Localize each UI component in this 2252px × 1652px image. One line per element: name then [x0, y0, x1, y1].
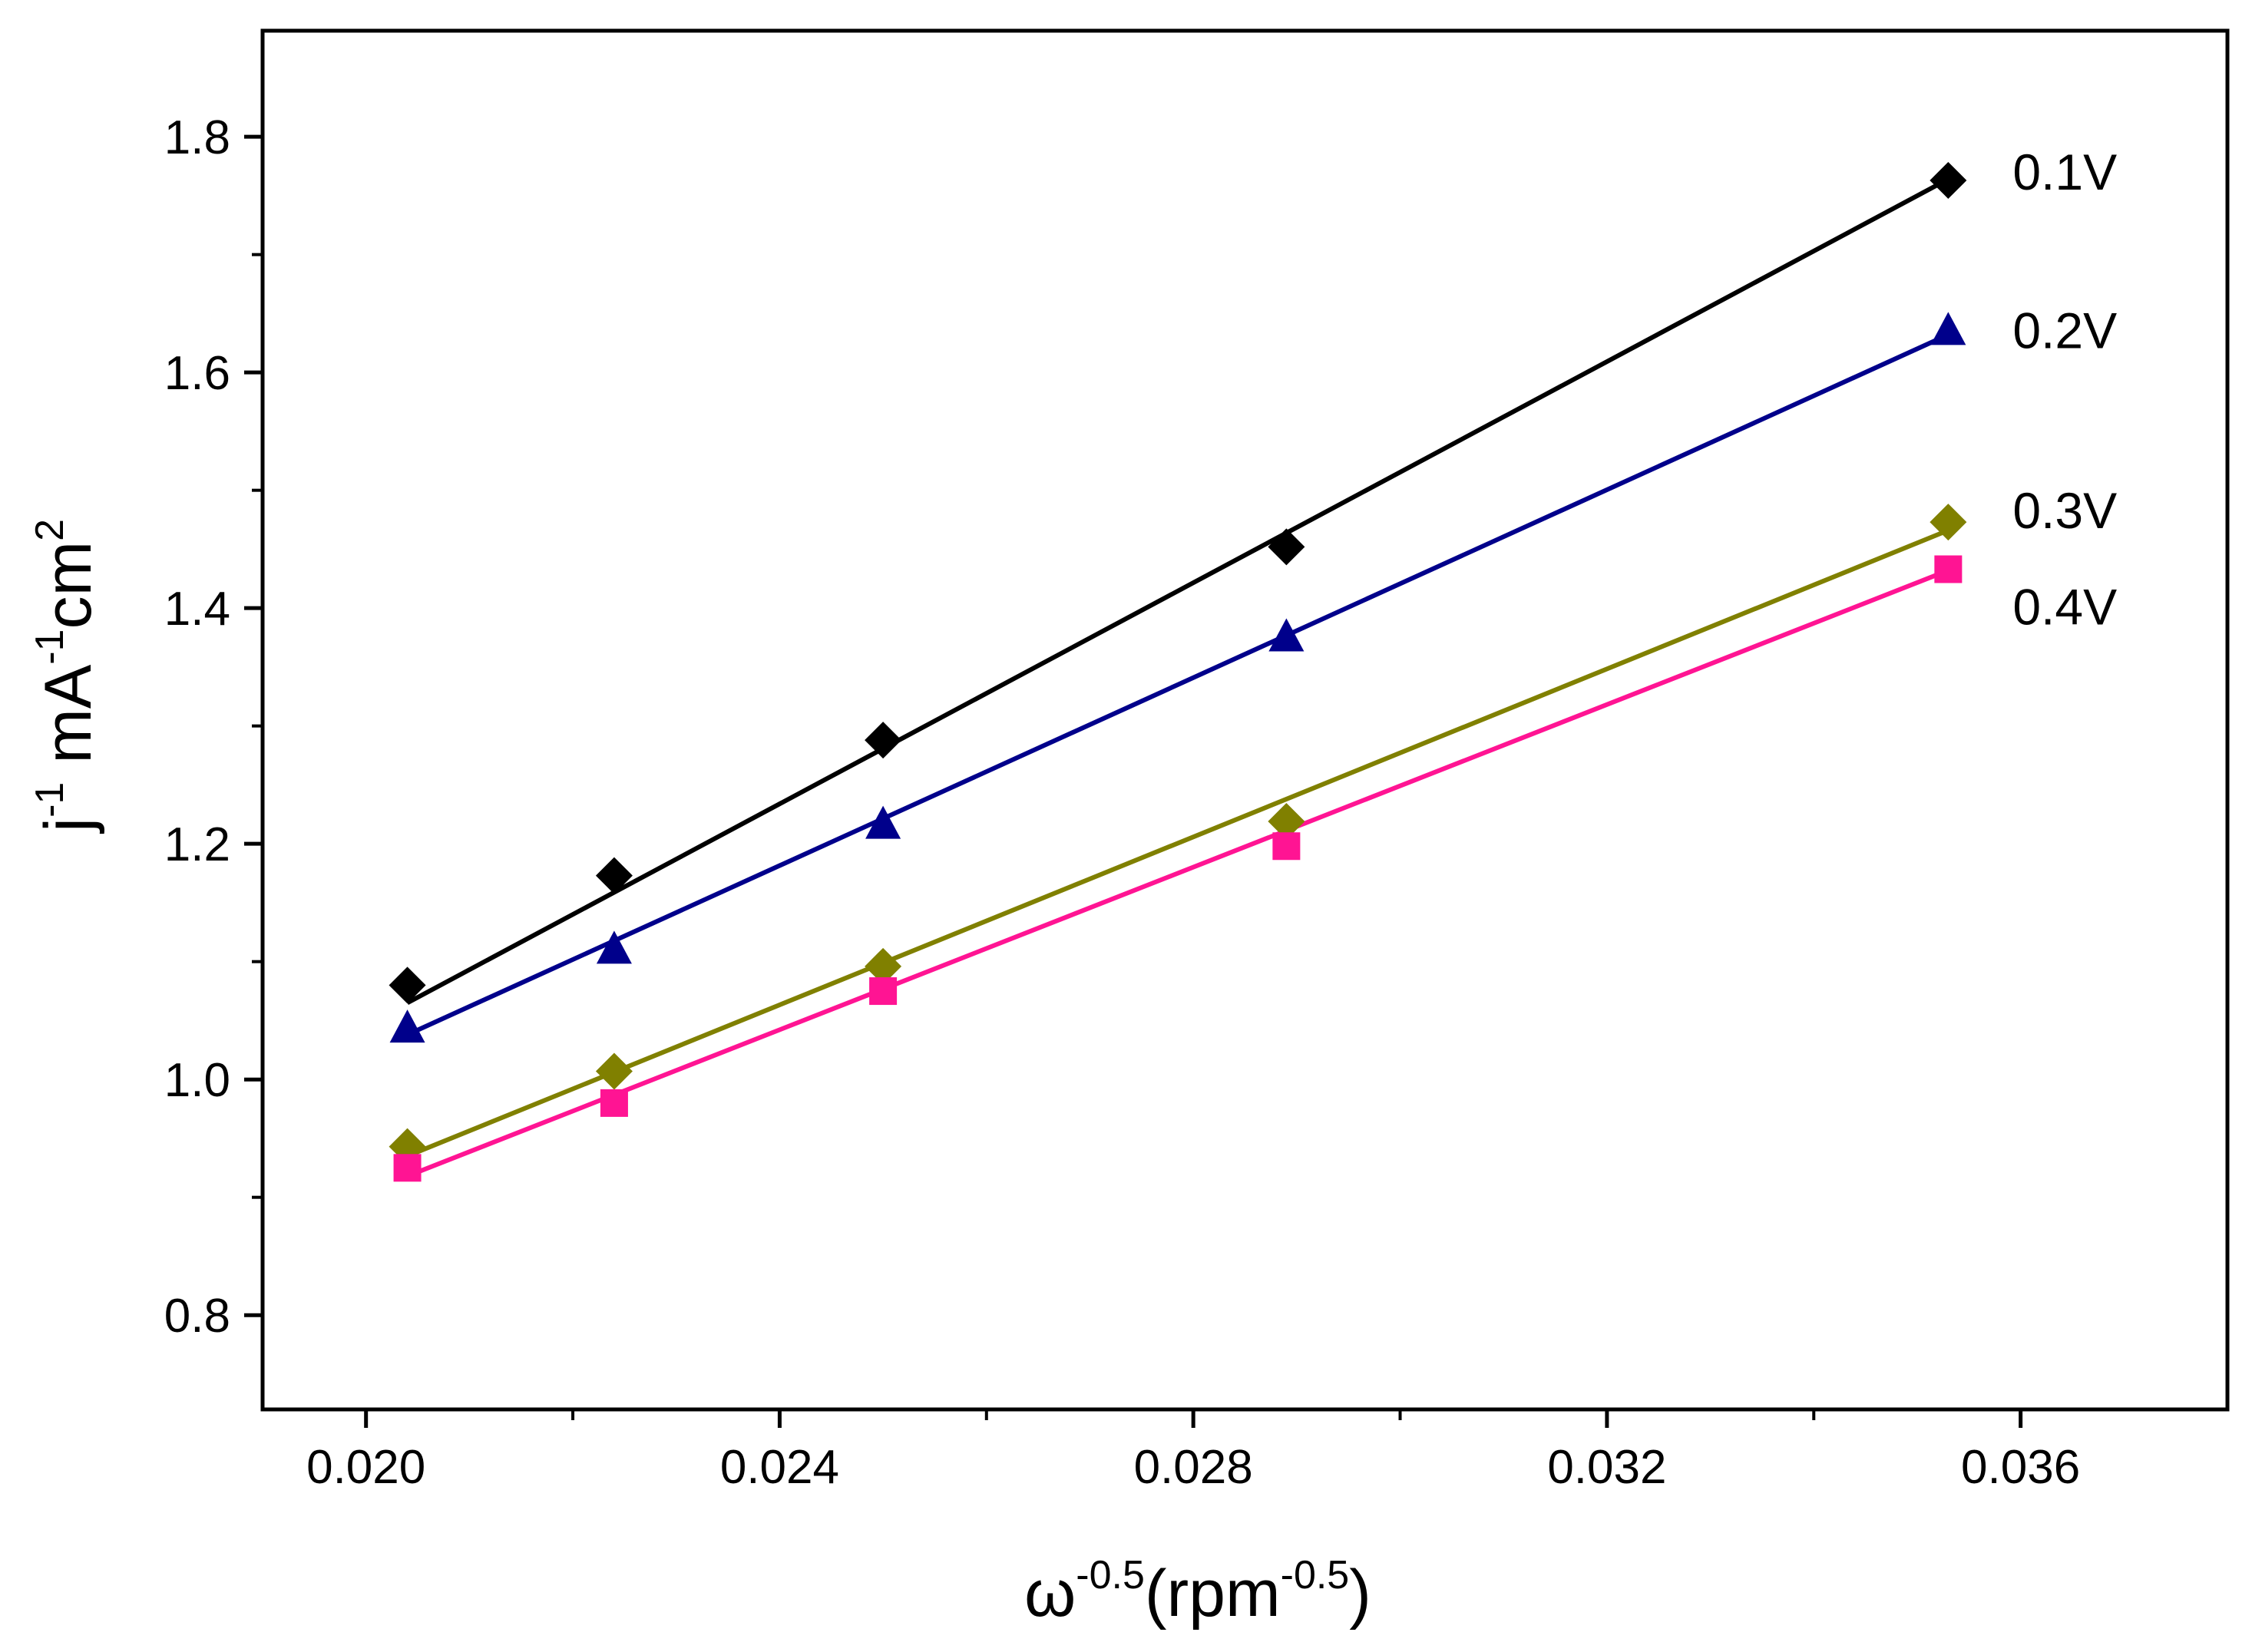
- series-label-0.2V: 0.2V: [2012, 302, 2117, 358]
- y-tick-label: 0.8: [164, 1290, 230, 1343]
- series-labels: 0.1V 0.2V 0.3V 0.4V: [2012, 144, 2117, 636]
- data-point: [1930, 312, 1966, 345]
- series-label-0.3V: 0.3V: [2012, 482, 2117, 539]
- x-axis-title: ω-0.5(rpm-0.5): [1024, 1553, 1371, 1631]
- fit-line-0.3V: [406, 528, 1949, 1158]
- x-tick-label: 0.032: [1547, 1441, 1666, 1494]
- data-point: [865, 805, 901, 839]
- series-label-0.1V: 0.1V: [2012, 144, 2117, 200]
- x-tick-label: 0.020: [306, 1441, 425, 1494]
- y-tick-label: 1.8: [164, 111, 230, 164]
- data-point: [1268, 618, 1305, 652]
- y-tick-label: 1.2: [164, 818, 230, 871]
- x-tick-label: 0.036: [1961, 1441, 2080, 1494]
- data-point: [865, 722, 902, 759]
- data-markers: [389, 161, 1967, 1182]
- plot-frame: [260, 28, 2230, 1412]
- axes: 0.020 0.024 0.028 0.032 0.036 0.8 1.0 1.2 1.4 1.6…: [164, 111, 2080, 1494]
- data-point: [1934, 555, 1963, 583]
- data-point: [1268, 528, 1305, 566]
- fit-line-0.1V: [406, 177, 1949, 1006]
- data-point: [869, 977, 898, 1006]
- fit-lines: [406, 177, 1949, 1178]
- data-point: [1930, 504, 1967, 541]
- data-point: [600, 1089, 628, 1117]
- series-label-0.4V: 0.4V: [2012, 579, 2117, 636]
- data-point: [595, 1052, 633, 1090]
- fit-line-0.4V: [406, 568, 1949, 1178]
- fit-line-0.2V: [406, 332, 1949, 1037]
- data-point: [596, 930, 632, 964]
- data-point: [1272, 832, 1301, 861]
- y-tick-label: 1.4: [164, 583, 230, 636]
- data-point: [1268, 803, 1305, 841]
- data-point: [389, 1009, 425, 1043]
- x-tick-label: 0.024: [720, 1441, 839, 1494]
- data-point: [595, 857, 633, 894]
- y-tick-label: 1.6: [164, 347, 230, 400]
- data-point: [393, 1154, 422, 1182]
- data-point: [389, 966, 426, 1004]
- x-tick-label: 0.028: [1134, 1441, 1253, 1494]
- data-point: [865, 947, 902, 985]
- y-tick-label: 1.0: [164, 1054, 230, 1107]
- data-point: [1930, 161, 1967, 199]
- y-axis-title: j-1 mA-1cm2: [28, 519, 105, 834]
